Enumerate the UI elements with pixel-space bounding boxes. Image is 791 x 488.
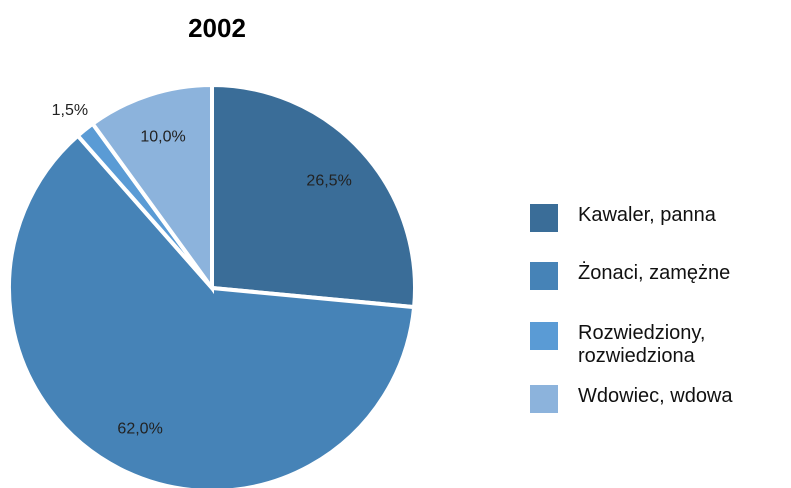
- legend-label: Rozwiedziony, rozwiedziona: [578, 322, 706, 367]
- pie-slice: [210, 82, 417, 310]
- legend-item: Kawaler, panna: [530, 204, 778, 232]
- legend-label: Żonaci, zamężne: [578, 262, 731, 284]
- data-label: 26,5%: [306, 173, 351, 190]
- legend-label: Wdowiec, wdowa: [578, 385, 733, 407]
- legend-label: Kawaler, panna: [578, 204, 716, 226]
- legend-item: Wdowiec, wdowa: [530, 385, 778, 413]
- data-label: 1,5%: [52, 102, 88, 119]
- legend-swatch: [530, 385, 558, 413]
- data-label: 62,0%: [117, 420, 162, 437]
- legend-item: Rozwiedziony, rozwiedziona: [530, 322, 778, 368]
- chart-title: 2002: [188, 13, 246, 43]
- pie-slice: [7, 132, 417, 488]
- legend-swatch: [530, 322, 558, 350]
- pie-slice: [89, 82, 214, 295]
- legend-swatch: [530, 204, 558, 232]
- legend-swatch: [530, 262, 558, 290]
- legend-item: Żonaci, zamężne: [530, 262, 778, 290]
- data-label: 10,0%: [140, 129, 185, 146]
